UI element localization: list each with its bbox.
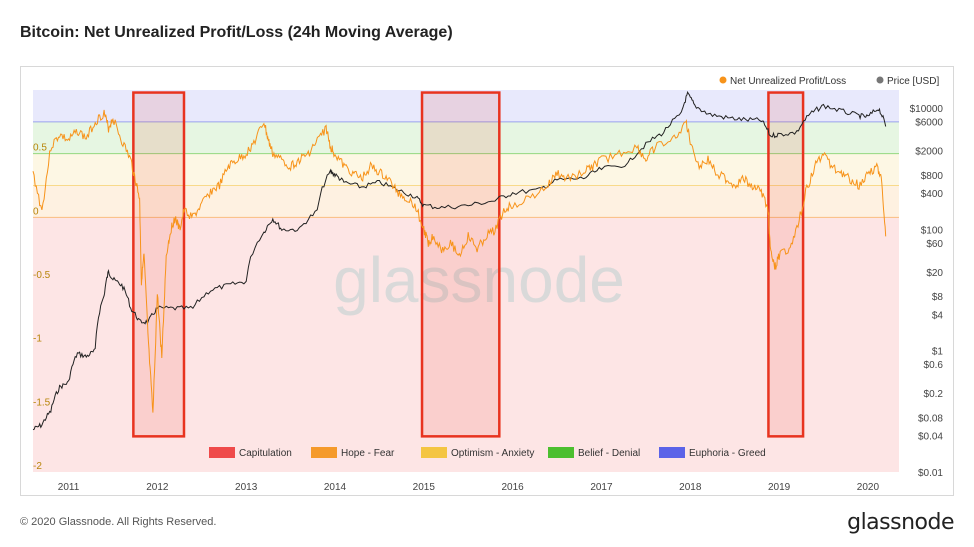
- zone-boundaries: [33, 121, 899, 218]
- left-axis-tick-label: -1.5: [33, 397, 51, 408]
- left-axis-labels: 0.5 0 -0.5 -1 -1.5 -2: [33, 143, 51, 472]
- legend-marker: [719, 76, 727, 84]
- right-axis-tick-label: $1: [932, 347, 944, 358]
- nupl-line: [32, 109, 887, 413]
- legend-label: Price [USD]: [887, 76, 939, 87]
- chart-title: Bitcoin: Net Unrealized Profit/Loss (24h…: [20, 24, 453, 41]
- legend-label: Net Unrealized Profit/Loss: [730, 76, 846, 87]
- legend-swatch: [209, 447, 235, 458]
- legend-label: Euphoria - Greed: [689, 448, 766, 459]
- right-axis-tick-label: $0.04: [918, 432, 943, 443]
- copyright-text: © 2020 Glassnode. All Rights Reserved.: [20, 516, 217, 528]
- right-axis-labels: $10000 $6000 $2000 $800 $400 $100 $60 $20 $8 $4 $1…: [910, 104, 944, 479]
- legend-label: Belief - Denial: [578, 448, 640, 459]
- legend-swatch: [421, 447, 447, 458]
- right-axis-tick-label: $0.01: [918, 468, 943, 479]
- right-axis-tick-label: $100: [921, 225, 944, 236]
- left-axis-tick-label: 0.5: [33, 143, 47, 154]
- highlight-box: [420, 91, 501, 438]
- highlight-box: [132, 91, 186, 438]
- zone-band: [33, 90, 899, 122]
- x-axis-tick-label: 2014: [324, 482, 347, 493]
- x-axis-tick-label: 2011: [58, 482, 80, 493]
- legend-top: Net Unrealized Profit/Loss Price [USD]: [719, 76, 939, 87]
- chart-panel: glassnode 0.5 0 -0.5 -1 -1.5 -2 $10000 $6000 $2…: [20, 66, 954, 496]
- left-axis-tick-label: -1: [33, 334, 42, 345]
- x-axis-tick-label: 2015: [413, 482, 436, 493]
- legend-swatch: [659, 447, 685, 458]
- x-axis-tick-label: 2018: [679, 482, 702, 493]
- x-axis-tick-label: 2020: [857, 482, 880, 493]
- zone-band: [33, 121, 899, 154]
- right-axis-tick-label: $800: [921, 171, 944, 182]
- legend-label: Hope - Fear: [341, 448, 395, 459]
- legend-swatch: [311, 447, 337, 458]
- zone-band: [33, 217, 899, 472]
- zone-band: [33, 153, 899, 186]
- x-axis-tick-label: 2017: [590, 482, 613, 493]
- zone-band: [33, 185, 899, 218]
- glassnode-logo: glassnode: [847, 510, 954, 535]
- left-axis-tick-label: -2: [33, 461, 42, 472]
- right-axis-tick-label: $0.2: [924, 389, 944, 400]
- x-axis-tick-label: 2019: [768, 482, 791, 493]
- legend-bottom: Capitulation Hope - Fear Optimism - Anxiet…: [209, 447, 766, 459]
- price-line: [32, 90, 887, 431]
- watermark: glassnode: [333, 244, 625, 316]
- right-axis-tick-label: $2000: [915, 147, 943, 158]
- right-axis-tick-label: $6000: [915, 118, 943, 129]
- right-axis-tick-label: $10000: [910, 104, 944, 115]
- legend-swatch: [548, 447, 574, 458]
- right-axis-tick-label: $400: [921, 189, 944, 200]
- legend-label: Optimism - Anxiety: [451, 448, 534, 459]
- legend-marker: [876, 76, 884, 84]
- x-axis-tick-label: 2013: [235, 482, 258, 493]
- x-axis-tick-label: 2016: [502, 482, 525, 493]
- nupl-series: [32, 109, 887, 413]
- left-axis-tick-label: -0.5: [33, 270, 51, 281]
- right-axis-tick-label: $0.08: [918, 413, 943, 424]
- x-axis-tick-label: 2012: [146, 482, 169, 493]
- legend-label: Capitulation: [239, 448, 292, 459]
- left-axis-tick-label: 0: [33, 206, 39, 217]
- right-axis-tick-label: $8: [932, 292, 944, 303]
- right-axis-tick-label: $4: [932, 310, 944, 321]
- nupl-chart: glassnode 0.5 0 -0.5 -1 -1.5 -2 $10000 $6000 $2…: [32, 76, 944, 493]
- right-axis-tick-label: $0.6: [924, 360, 944, 371]
- highlight-box: [767, 91, 805, 438]
- price-series: [32, 90, 887, 431]
- right-axis-tick-label: $20: [926, 268, 943, 279]
- zone-bands: [33, 90, 899, 472]
- right-axis-tick-label: $60: [926, 239, 943, 250]
- highlight-boxes: [132, 91, 805, 438]
- x-axis-labels: 2011 2012 2013 2014 2015 2016 2017 2018 2019 2020: [58, 482, 880, 493]
